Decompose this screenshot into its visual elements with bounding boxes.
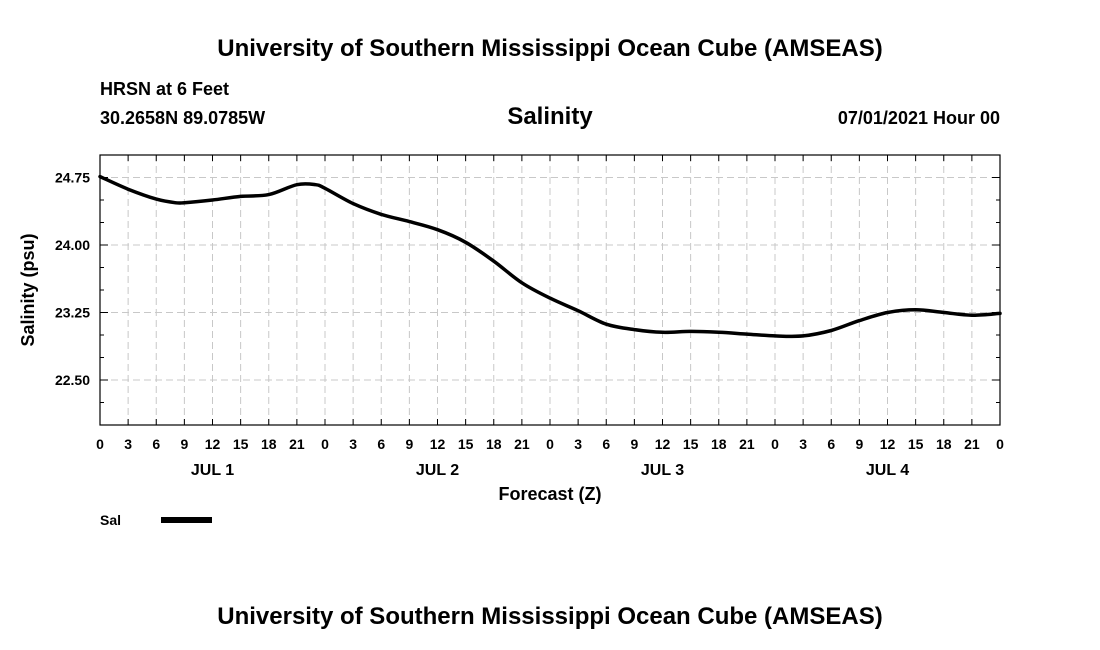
x-tick-label: 6 — [827, 436, 835, 452]
x-tick-label: 0 — [321, 436, 329, 452]
x-tick-label: 21 — [964, 436, 980, 452]
day-label: JUL 3 — [641, 462, 684, 479]
x-tick-label: 15 — [233, 436, 249, 452]
series-line-sal — [98, 174, 1002, 339]
x-tick-label: 0 — [996, 436, 1004, 452]
y-tick-label: 24.00 — [55, 237, 90, 253]
x-tick-label: 6 — [152, 436, 160, 452]
x-tick-label: 15 — [458, 436, 474, 452]
x-tick-label: 3 — [799, 436, 807, 452]
x-tick-label: 15 — [683, 436, 699, 452]
day-label: JUL 4 — [866, 462, 909, 479]
coordinates-label: 30.2658N 89.0785W — [100, 108, 265, 128]
y-tick-label: 24.75 — [55, 170, 90, 186]
day-label: JUL 2 — [416, 462, 459, 479]
x-tick-label: 12 — [205, 436, 221, 452]
x-tick-label: 21 — [289, 436, 305, 452]
x-tick-label: 18 — [261, 436, 277, 452]
legend-label: Sal — [100, 512, 121, 528]
x-tick-label: 21 — [514, 436, 530, 452]
day-label: JUL 1 — [191, 462, 234, 479]
x-tick-label: 9 — [855, 436, 863, 452]
top-title: University of Southern Mississippi Ocean… — [217, 35, 882, 62]
x-tick-label: 12 — [430, 436, 446, 452]
day-labels: JUL 1 JUL 2 JUL 3 JUL 4 — [191, 462, 909, 479]
x-tick-label: 6 — [602, 436, 610, 452]
x-tick-label: 21 — [739, 436, 755, 452]
x-tick-label: 0 — [546, 436, 554, 452]
x-tick-label: 3 — [349, 436, 357, 452]
station-label: HRSN at 6 Feet — [100, 79, 229, 99]
x-tick-label: 12 — [655, 436, 671, 452]
chart-title: Salinity — [507, 103, 593, 130]
x-tick-label: 3 — [124, 436, 132, 452]
x-tick-label: 9 — [405, 436, 413, 452]
x-axis-title: Forecast (Z) — [498, 484, 601, 504]
grid-lines — [100, 155, 1000, 425]
x-tick-label: 18 — [486, 436, 502, 452]
x-tick-label: 6 — [377, 436, 385, 452]
x-tick-label: 15 — [908, 436, 924, 452]
datetime-label: 07/01/2021 Hour 00 — [838, 108, 1000, 128]
y-axis: 24.75 24.00 23.25 22.50 — [55, 170, 1000, 403]
y-axis-title: Salinity (psu) — [18, 233, 38, 346]
y-tick-label: 23.25 — [55, 305, 90, 321]
x-tick-label: 0 — [771, 436, 779, 452]
x-tick-label: 9 — [630, 436, 638, 452]
y-tick-label: 22.50 — [55, 372, 90, 388]
x-tick-label: 3 — [574, 436, 582, 452]
bottom-title: University of Southern Mississippi Ocean… — [217, 603, 882, 630]
x-tick-label: 0 — [96, 436, 104, 452]
x-tick-label: 9 — [180, 436, 188, 452]
x-tick-label: 18 — [936, 436, 952, 452]
x-axis: 0 3 6 9 12 15 18 21 0 3 6 9 12 15 18 21 0 3 6 9 12 15 18 21 0 3 6 9… — [96, 155, 1004, 452]
x-tick-label: 18 — [711, 436, 727, 452]
x-tick-label: 12 — [880, 436, 896, 452]
